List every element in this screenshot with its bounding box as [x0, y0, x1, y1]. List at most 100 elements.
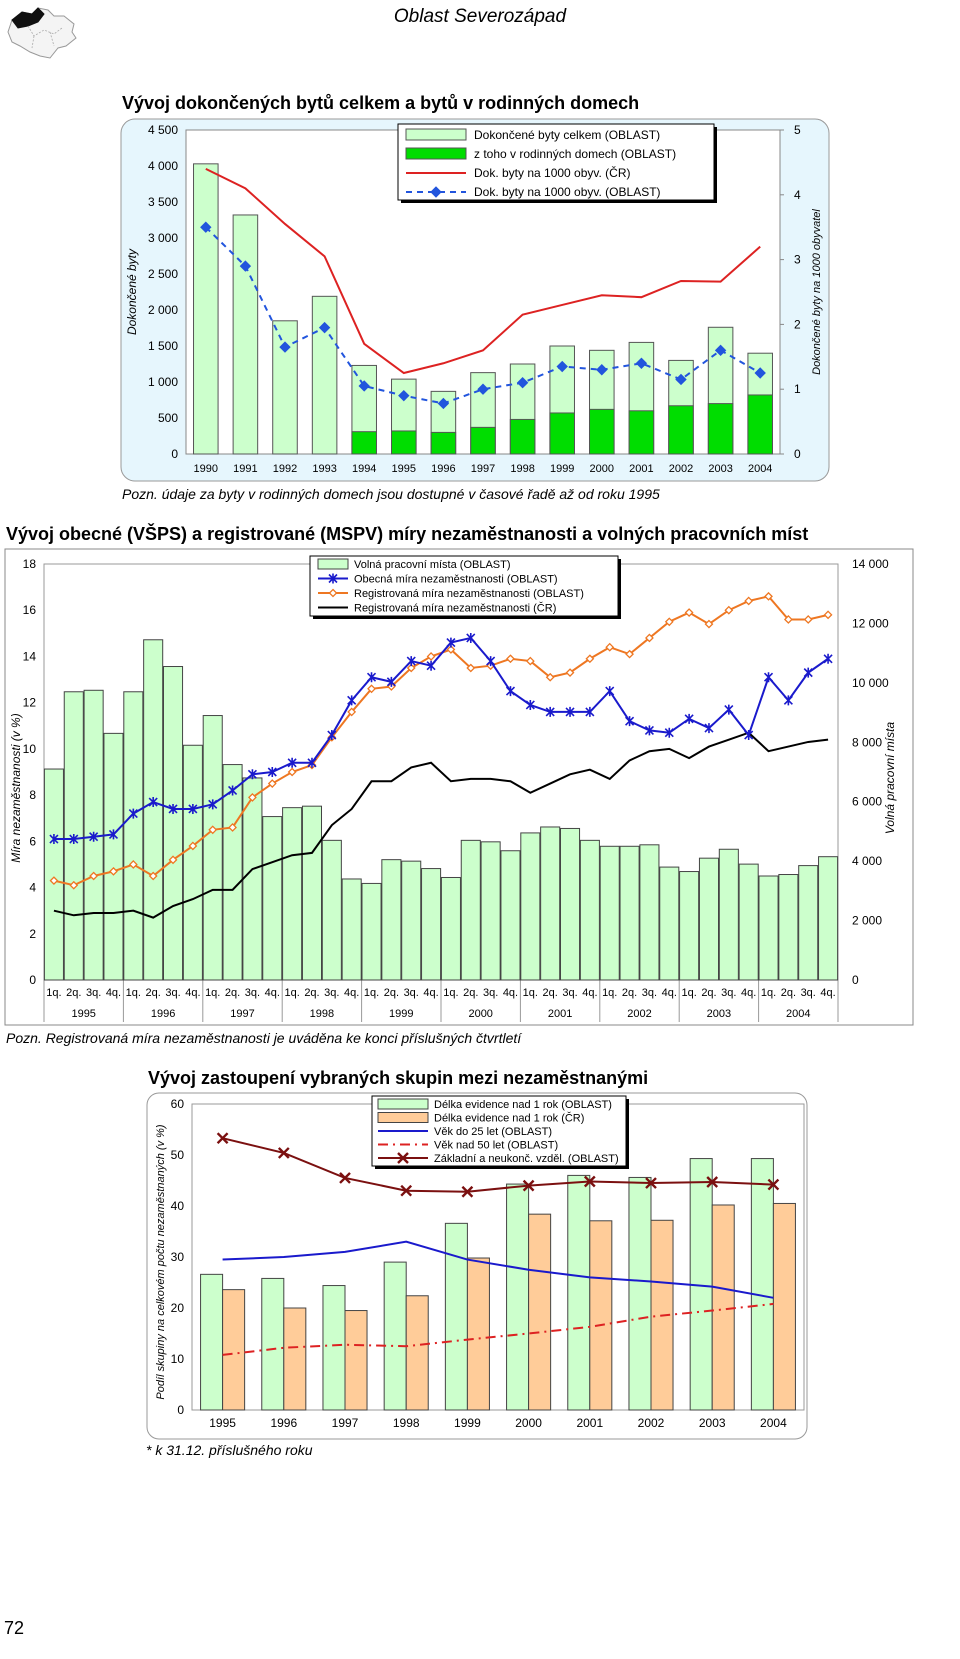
chart2-bar-vacancies [321, 839, 342, 981]
chart2-xtick-quarter: 3q. [245, 987, 260, 999]
chart1-bar-family-houses [470, 426, 496, 455]
chart2-xtick-quarter: 4q. [741, 987, 756, 999]
chart1-xtick: 1998 [510, 463, 534, 475]
chart2-y2tick: 10 000 [852, 676, 889, 690]
chart2-y2tick: 2 000 [852, 914, 882, 928]
chart3-point-basic-edu [461, 1185, 474, 1198]
chart3-xtick: 2003 [699, 1416, 726, 1430]
chart2-point-general [366, 672, 377, 683]
chart2-xtick-quarter: 3q. [562, 987, 577, 999]
chart2-legend-swatch [317, 558, 349, 570]
chart2-bar-vacancies [579, 839, 600, 981]
chart1-legend-swatch [405, 128, 467, 141]
chart2-bar-vacancies [123, 691, 144, 981]
chart2-point-reg-oblast [208, 825, 218, 835]
chart3-bar-long-term-oblast [322, 1285, 346, 1411]
chart3-note: * k 31.12. příslušného roku [146, 1442, 313, 1458]
chart2-legend-label: Volná pracovní místa (OBLAST) [354, 559, 511, 571]
chart2-point-reg-oblast [704, 619, 714, 629]
chart3-point-basic-edu [277, 1147, 290, 1159]
chart3-ylabel: Podíl skupiny na celkovém počtu nezaměst… [155, 1124, 167, 1399]
chart2-ytick: 4 [29, 881, 36, 895]
chart3-point-basic-edu [583, 1175, 596, 1188]
chart1-xtick: 1995 [392, 463, 416, 475]
chart1-line-cr [205, 167, 761, 375]
chart1-point-oblast [358, 380, 370, 392]
chart1-bar-family-houses [707, 403, 734, 455]
chart2-ytick: 18 [23, 557, 37, 571]
chart2-xtick-quarter: 4q. [344, 987, 359, 999]
chart3-bar-long-term-oblast [383, 1261, 407, 1411]
chart2-ytick: 2 [29, 927, 36, 941]
chart1-point-oblast [200, 221, 212, 233]
chart3-line-basic-edu [222, 1137, 774, 1193]
chart2-xtick-quarter: 1q. [761, 987, 776, 999]
chart2-point-reg-oblast [148, 871, 158, 881]
chart1-legend-swatch [405, 147, 467, 160]
chart2-bar-vacancies [222, 764, 243, 981]
chart1-point-oblast [516, 377, 529, 389]
chart2-point-general [327, 730, 337, 741]
chart1-legend-marker [430, 186, 442, 198]
chart2-y2tick: 6 000 [852, 795, 882, 809]
chart2-point-general [406, 656, 416, 667]
chart1-point-oblast [675, 373, 687, 386]
chart2-point-reg-oblast [49, 876, 59, 886]
chart2-bar-vacancies [262, 816, 283, 981]
chart3-bar-long-term-oblast [628, 1176, 652, 1411]
chart1-xtick: 1994 [352, 463, 376, 475]
chart2-point-general [644, 725, 654, 736]
chart2-xtick-quarter: 3q. [324, 987, 339, 999]
chart2-point-reg-oblast [525, 656, 535, 666]
chart2-point-general [803, 667, 813, 678]
chart3-ytick: 0 [177, 1403, 184, 1417]
chart2-bar-vacancies [401, 860, 422, 981]
page-number: 72 [4, 1618, 25, 1638]
chart3-bar-long-term-cr [405, 1295, 429, 1411]
chart2-point-reg-oblast [406, 663, 416, 673]
chart2-xtick-year: 1996 [151, 1008, 175, 1020]
chart2-point-general [89, 831, 99, 842]
chart2-bar-vacancies [361, 882, 382, 981]
chart3-ytick: 60 [171, 1097, 185, 1111]
chart2-xtick-quarter: 2q. [543, 987, 558, 999]
chart1-xtick: 2004 [748, 463, 772, 475]
chart3-bar-long-term-cr [772, 1202, 796, 1411]
chart2-point-reg-oblast [545, 672, 555, 682]
chart3-groups: 0 10 20 30 40 50 60 Podíl skupiny na celkovém p… [146, 1092, 808, 1440]
chart3-bar-long-term-oblast [506, 1183, 530, 1411]
chart2-point-general [783, 695, 793, 706]
chart2-legend-label: Obecná míra nezaměstnanosti (OBLAST) [354, 574, 558, 586]
chart3-legend-swatch [377, 1112, 429, 1123]
chart2-xtick-quarter: 2q. [66, 987, 81, 999]
chart1-xtick: 1993 [312, 463, 336, 475]
chart1-legend-label: Dok. byty na 1000 obyv. (ČR) [474, 165, 631, 180]
chart2-point-reg-oblast [248, 793, 257, 802]
chart2-legend-label: Registrovaná míra nezaměstnanosti (ČR) [354, 602, 556, 615]
chart2-bar-vacancies [639, 844, 660, 981]
chart2-point-general [625, 716, 635, 727]
chart2-bar-vacancies [679, 871, 700, 981]
chart2-ytick: 6 [29, 834, 36, 848]
chart2-point-reg-oblast [684, 608, 694, 617]
chart2-point-general [466, 632, 476, 643]
chart2-point-reg-oblast [783, 615, 793, 624]
chart2-point-general [228, 785, 238, 796]
chart2-point-reg-oblast [823, 610, 833, 620]
chart2-point-reg-oblast [287, 767, 297, 777]
chart2-xtick-quarter: 4q. [106, 987, 121, 999]
chart2-y2tick: 0 [852, 973, 859, 987]
chart3-xtick: 1995 [209, 1416, 236, 1430]
chart2-point-reg-oblast [506, 654, 515, 664]
chart2-unemployment: 0 2 4 6 8 10 12 14 16 18 0 2 000 4 000 6 000 8 000 10 0… [4, 548, 914, 1026]
chart1-xtick: 1997 [471, 463, 495, 475]
chart2-point-general [823, 653, 833, 664]
chart2-point-general [684, 713, 694, 724]
chart1-note: Pozn. údaje za byty v rodinných domech j… [122, 486, 660, 502]
chart3-point-basic-edu [522, 1179, 535, 1192]
chart2-xtick-year: 1997 [230, 1008, 254, 1020]
chart2-point-general [664, 727, 674, 738]
chart1-bar-total [311, 295, 338, 455]
chart2-xtick-quarter: 1q. [681, 987, 696, 999]
chart2-bar-vacancies [103, 732, 124, 981]
